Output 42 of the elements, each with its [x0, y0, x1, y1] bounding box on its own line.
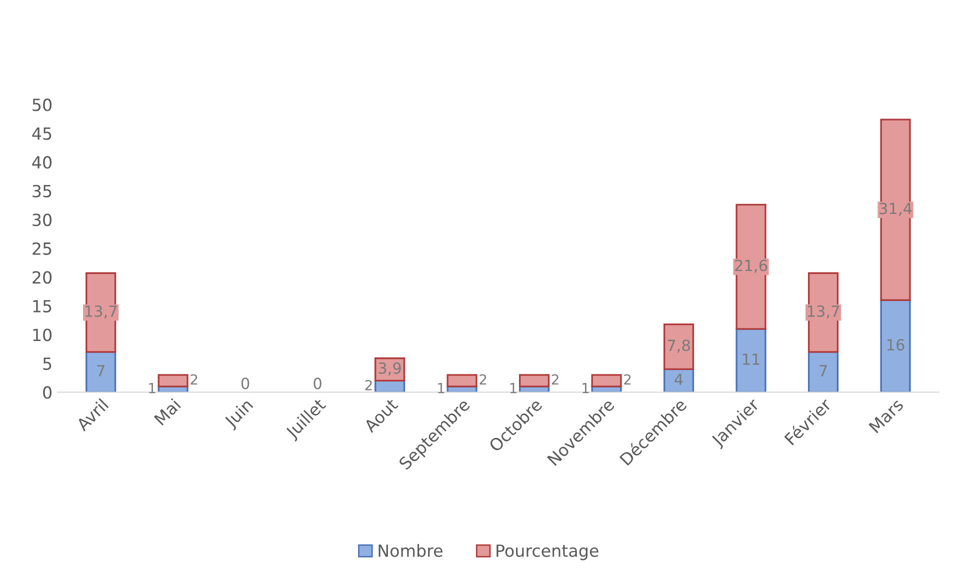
data-label: 31,4: [880, 202, 912, 216]
data-label: 11: [742, 354, 760, 365]
bar: [446, 374, 478, 388]
data-label: 1: [438, 383, 444, 394]
data-label: 21,6: [735, 260, 768, 273]
y-tick-label: 5: [43, 358, 52, 370]
y-tick-label: 15: [33, 300, 52, 312]
data-label: 1: [582, 383, 589, 394]
legend-label: Pourcentage: [496, 544, 598, 560]
data-label: 0: [314, 378, 322, 390]
data-label: 2: [624, 374, 631, 385]
bar: [591, 374, 622, 388]
bar: [519, 374, 550, 388]
y-tick-label: 45: [32, 128, 52, 140]
data-label: 13,7: [808, 305, 839, 319]
y-tick-label: 30: [32, 214, 52, 226]
bar: [880, 118, 911, 301]
y-tick-label: 0: [43, 386, 52, 399]
y-tick-label: 35: [32, 184, 52, 198]
data-label: 2: [480, 374, 486, 385]
data-label: 7,8: [668, 340, 690, 353]
data-label: 0: [241, 378, 250, 390]
bar: [880, 299, 911, 392]
x-tick-label: Mai: [154, 398, 182, 426]
data-label: 4: [674, 374, 683, 385]
y-tick-label: 40: [32, 156, 52, 169]
y-tick-label: 10: [33, 328, 52, 342]
legend-label: Nombre: [378, 544, 442, 557]
data-label: 2: [190, 374, 198, 385]
bar: [158, 374, 188, 388]
data-label: 13,7: [85, 305, 117, 319]
y-tick-label: 50: [32, 98, 52, 112]
data-label: 7: [820, 365, 827, 376]
data-label: 2: [552, 374, 558, 385]
data-label: 7: [97, 365, 104, 376]
data-label: 16: [887, 339, 904, 351]
y-tick-label: 20: [32, 271, 52, 284]
data-label: 3,9: [378, 362, 401, 376]
y-tick-label: 25: [32, 242, 52, 255]
data-label: 1: [510, 383, 516, 394]
data-label: 1: [149, 383, 156, 394]
data-label: 2: [365, 380, 372, 390]
